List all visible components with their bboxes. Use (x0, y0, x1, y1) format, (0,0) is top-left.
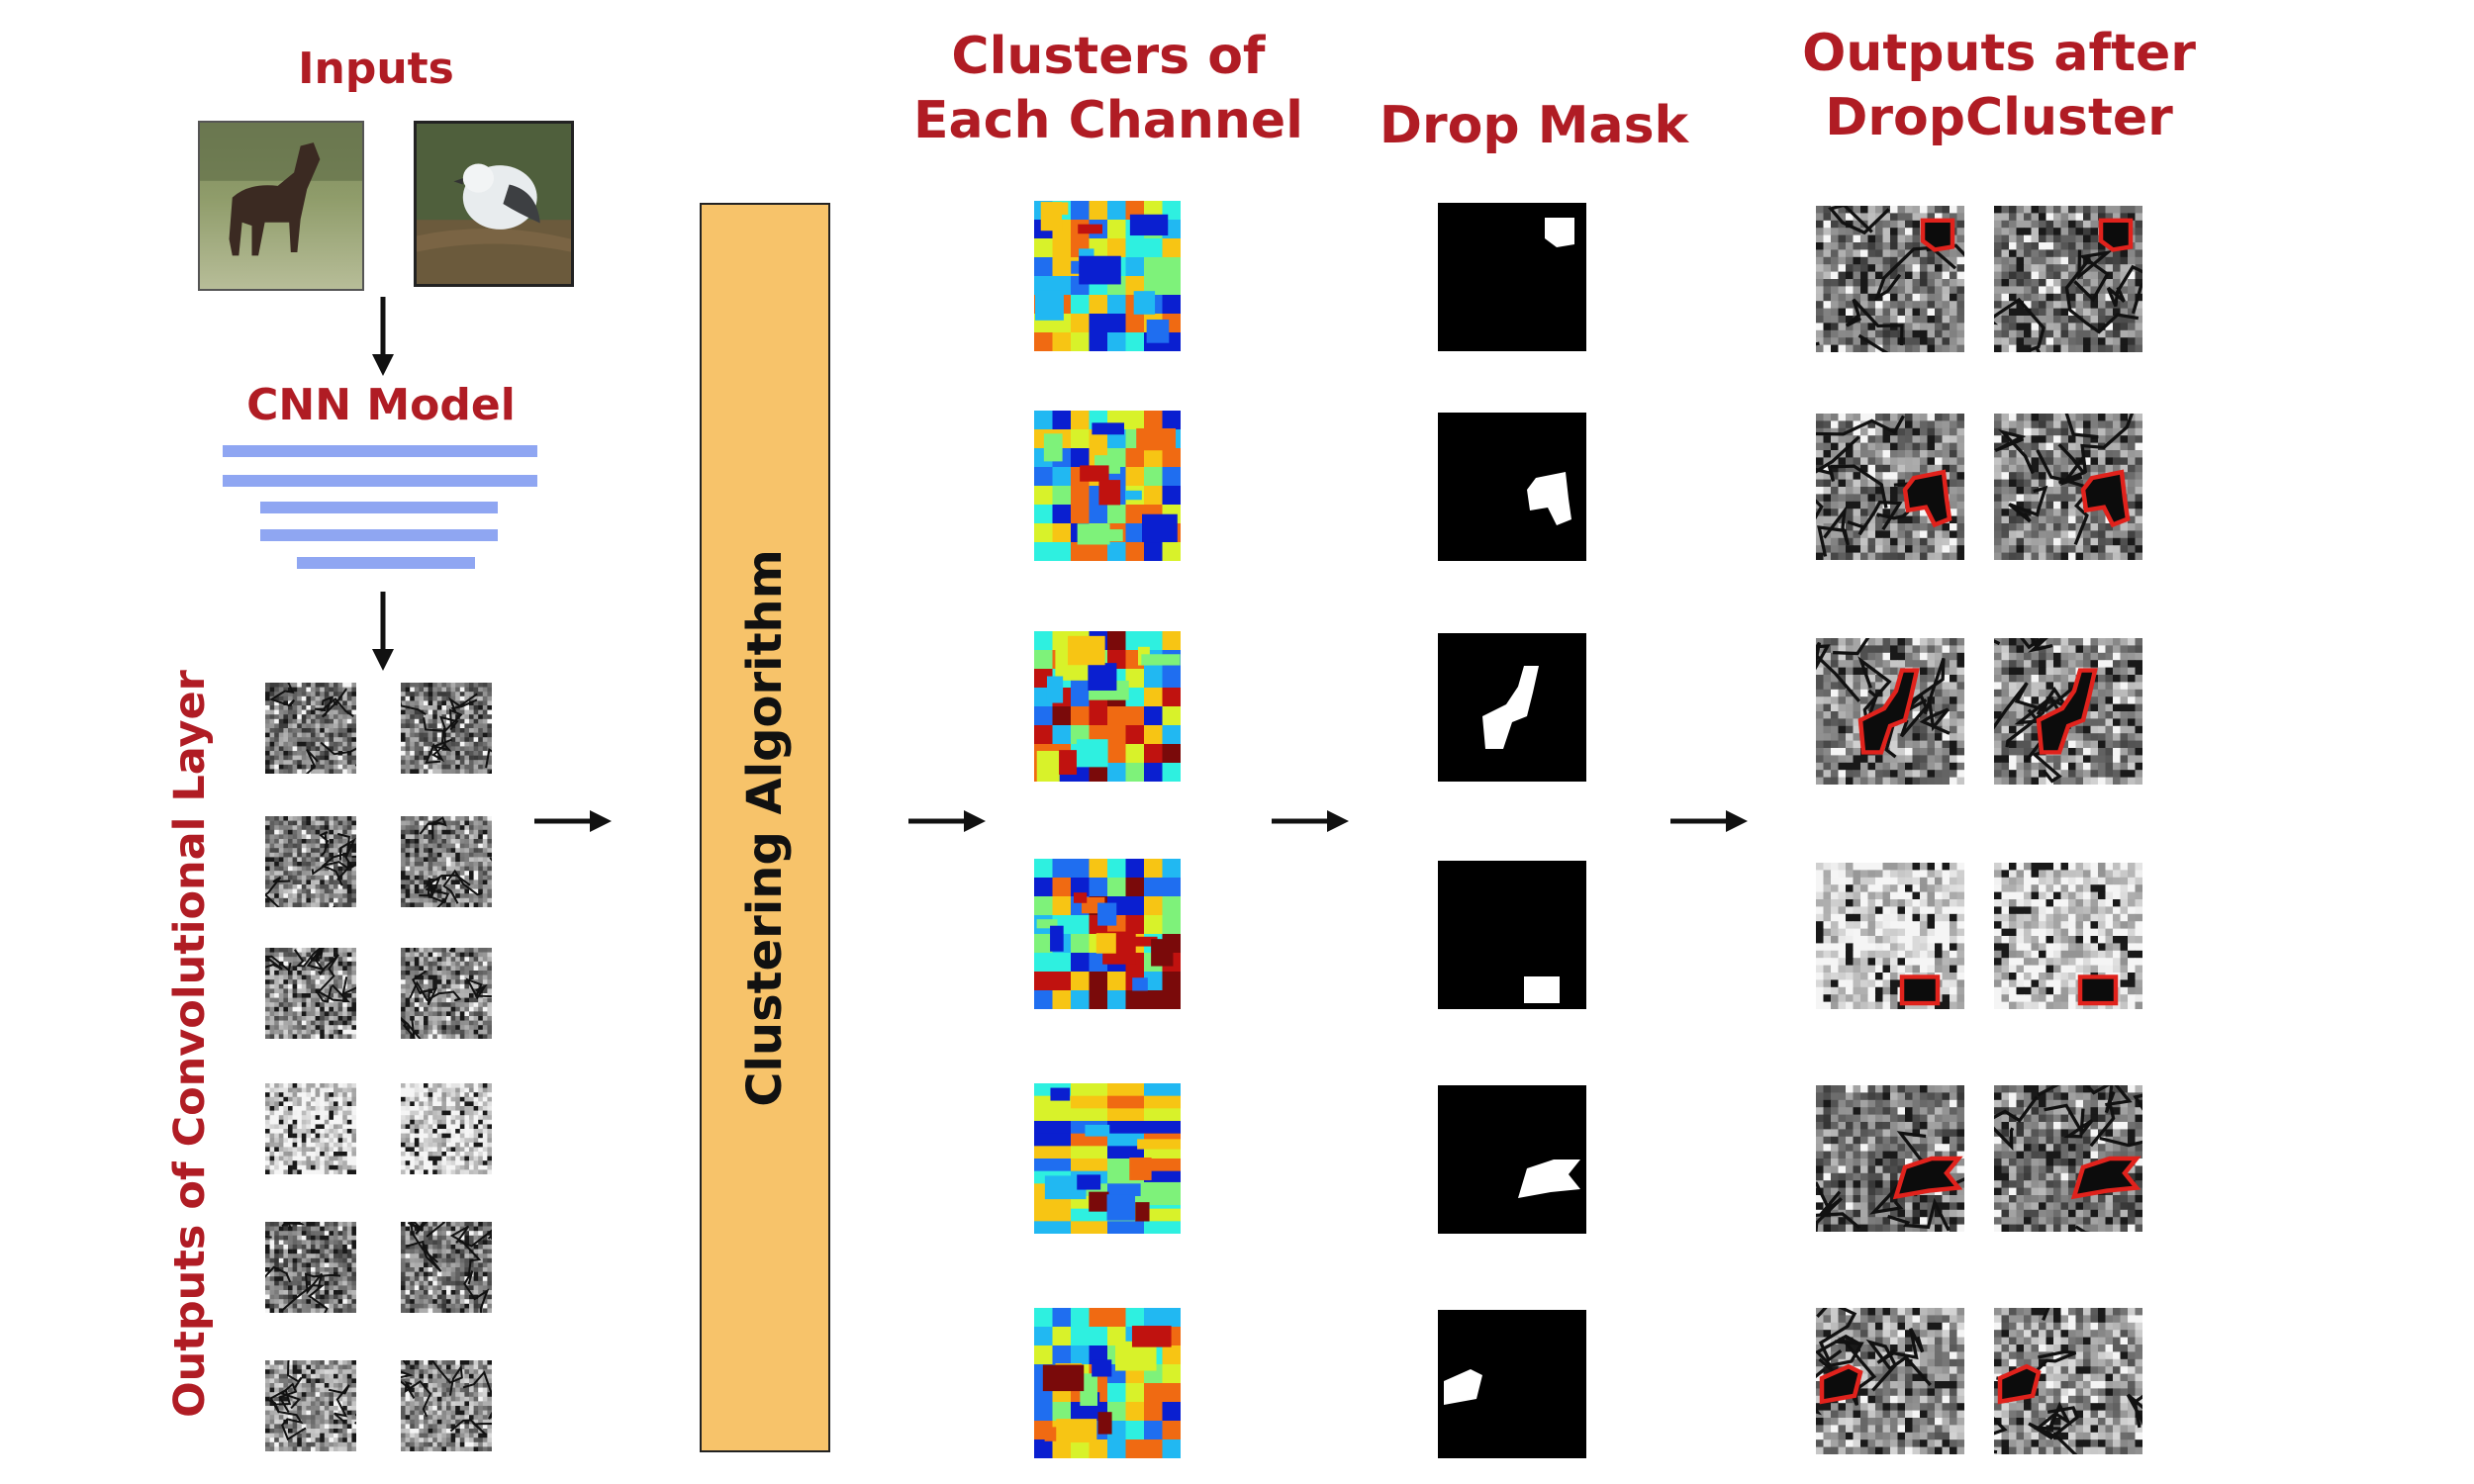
dropcluster-output (1994, 1085, 2142, 1232)
dropcluster-output (1816, 638, 1964, 785)
dropcluster-output (1816, 863, 1964, 1009)
dropcluster-output (1816, 1308, 1964, 1454)
dropcluster-output (1994, 863, 2142, 1009)
conv-feature-map (401, 948, 492, 1039)
conv-feature-map (265, 948, 356, 1039)
conv-feature-map (265, 1222, 356, 1313)
drop-mask (1438, 413, 1586, 561)
conv-feature-map (401, 1222, 492, 1313)
clustering-algorithm-label: Clustering Algorithm (737, 548, 793, 1107)
outputs-after-line1: Outputs after (1802, 24, 2196, 83)
dropcluster-output (1816, 206, 1964, 352)
drop-mask (1438, 1085, 1586, 1234)
cluster-map (1034, 631, 1181, 782)
conv-feature-map (265, 816, 356, 907)
clusters-label-line1: Clusters of (951, 27, 1266, 86)
cluster-map (1034, 1083, 1181, 1234)
dropcluster-output (1816, 414, 1964, 560)
dropcluster-output (1994, 206, 2142, 352)
outputs-after-label: Outputs after DropCluster (1771, 22, 2227, 150)
conv-outputs-label: Outputs of Convolutional Layer (165, 670, 215, 1418)
outputs-after-line2: DropCluster (1825, 88, 2173, 147)
dropcluster-output (1816, 1085, 1964, 1232)
drop-mask (1438, 861, 1586, 1009)
inputs-label: Inputs (298, 44, 454, 94)
cluster-map (1034, 411, 1181, 561)
clustering-algorithm-box: Clustering Algorithm (700, 203, 830, 1452)
clusters-label: Clusters of Each Channel (891, 25, 1326, 153)
arrow-mask-to-outputs (1670, 810, 1748, 832)
conv-feature-map (401, 683, 492, 774)
arrow-inputs-to-cnn (372, 297, 394, 376)
drop-mask (1438, 633, 1586, 782)
cluster-map (1034, 201, 1181, 351)
cluster-map (1034, 859, 1181, 1009)
arrow-cnn-to-features (372, 592, 394, 671)
clusters-label-line2: Each Channel (913, 91, 1303, 150)
arrow-clusters-to-mask (1272, 810, 1349, 832)
cnn-layer-bar-2 (223, 475, 537, 487)
conv-feature-map (401, 816, 492, 907)
cnn-layer-bar-5 (297, 557, 475, 569)
arrow-features-to-clustering (534, 810, 612, 832)
dropcluster-output (1994, 638, 2142, 785)
horse-image (198, 121, 364, 291)
drop-mask-label: Drop Mask (1379, 96, 1689, 155)
dropcluster-output (1994, 414, 2142, 560)
cnn-layer-bar-4 (260, 529, 498, 541)
dropcluster-output (1994, 1308, 2142, 1454)
cluster-map (1034, 1308, 1181, 1458)
arrow-clustering-to-clusters (908, 810, 986, 832)
cnn-layer-bar-1 (223, 445, 537, 457)
conv-feature-map (401, 1360, 492, 1451)
bird-image (414, 121, 574, 287)
drop-mask (1438, 203, 1586, 351)
conv-feature-map (265, 683, 356, 774)
cnn-model-label: CNN Model (246, 380, 516, 430)
conv-feature-map (265, 1360, 356, 1451)
drop-mask (1438, 1310, 1586, 1458)
conv-feature-map (401, 1083, 492, 1174)
conv-feature-map (265, 1083, 356, 1174)
cnn-layer-bar-3 (260, 502, 498, 513)
